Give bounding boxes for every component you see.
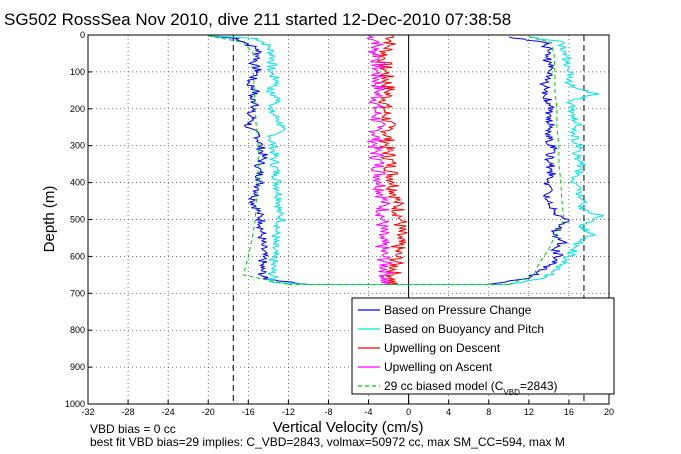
y-tick-label: 700 [70,288,85,298]
series-1 [208,35,605,285]
series-line-ascent [488,36,570,285]
grid [88,35,609,404]
x-tick-label: -24 [162,407,175,417]
series-2 [375,34,408,285]
series-line-descent [208,35,309,285]
legend-entry: Upwelling on Ascent [384,360,493,374]
chart-title: SG502 RossSea Nov 2010, dive 211 started… [4,10,511,29]
x-tick-label: 0 [406,407,411,417]
footer-fit-note: best fit VBD bias=29 implies: C_VBD=2843… [90,435,565,449]
x-tick-label: -20 [202,407,215,417]
x-tick-label: 12 [524,407,534,417]
tick-labels: -32 -28 -24 -20 -16 -12 -8 -4 0 4 8 12 16 20010020030… [65,30,614,417]
legend-entry: Based on Pressure Change [384,303,532,317]
x-tick-label: -32 [81,407,94,417]
x-tick-label: -16 [242,407,255,417]
legend: Based on Pressure Change Based on Buoyanc… [351,297,615,397]
series-line-descent [208,35,289,285]
x-tick-label: 20 [604,407,614,417]
series-line-ascent [508,36,565,285]
x-axis-label: Vertical Velocity (cm/s) [273,419,424,436]
y-tick-label: 100 [70,67,85,77]
series-line-ascent [508,36,605,285]
y-tick-label: 800 [70,325,85,335]
series-4 [208,35,565,285]
y-tick-label: 300 [70,141,85,151]
y-tick-label: 600 [70,251,85,261]
footer-bias-note: VBD bias = 0 cc [90,422,176,436]
y-tick-label: 900 [70,362,85,372]
legend-box [351,297,615,395]
y-tick-label: 400 [70,178,85,188]
y-tick-label: 0 [80,30,85,40]
series-line-descent [208,35,309,285]
y-axis-label: Depth (m) [41,186,58,253]
y-tick-label: 1000 [65,399,85,409]
series-line [366,34,394,285]
x-tick-label: -12 [282,407,295,417]
y-tick-label: 500 [70,215,85,225]
x-tick-label: -28 [122,407,135,417]
x-tick-label: -8 [324,407,332,417]
y-tick-label: 200 [70,104,85,114]
x-tick-label: 8 [486,407,491,417]
series-line [375,34,408,285]
series-3 [366,34,394,285]
x-tick-label: 16 [564,407,574,417]
x-tick-label: 4 [446,407,451,417]
legend-entry: Upwelling on Descent [384,341,501,355]
legend-entry: Based on Buoyancy and Pitch [384,322,544,336]
series-group [208,34,605,285]
x-tick-label: -4 [365,407,373,417]
